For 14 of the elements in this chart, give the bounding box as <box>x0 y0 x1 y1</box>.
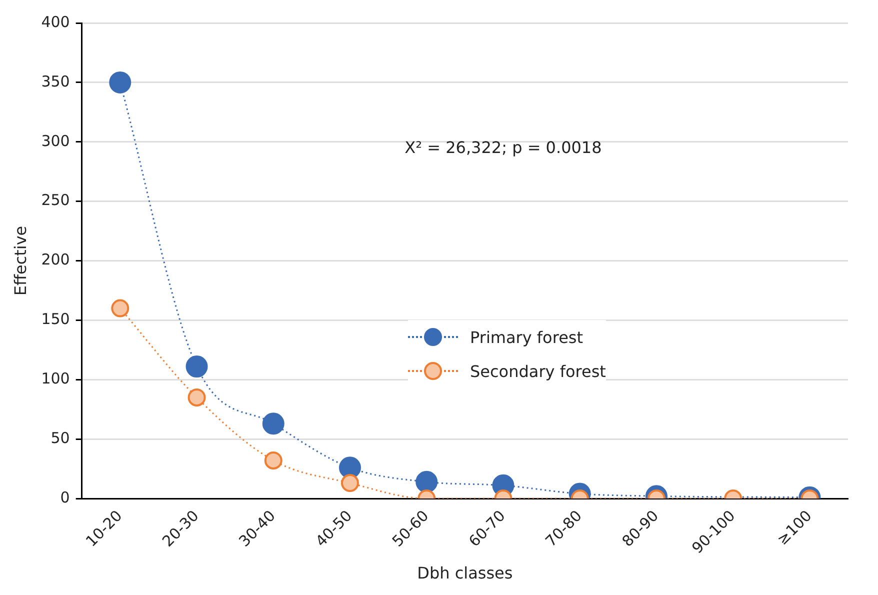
y-tick-label: 150 <box>41 310 70 328</box>
y-tick-label: 0 <box>60 488 70 506</box>
annotation: X² = 26,322; p = 0.0018 <box>404 138 602 157</box>
y-tick-label: 300 <box>41 132 70 150</box>
y-tick-label: 400 <box>41 12 70 31</box>
y-tick-label: 100 <box>41 370 70 388</box>
legend-label: Primary forest <box>470 328 584 346</box>
x-axis-title: Dbh classes <box>417 564 513 583</box>
legend-label: Secondary forest <box>470 362 606 380</box>
y-tick-label: 200 <box>41 250 70 269</box>
y-axis-title: Effective <box>10 226 30 296</box>
y-tick-label: 250 <box>41 191 70 210</box>
y-tick-label: 50 <box>50 428 70 447</box>
y-tick-label: 350 <box>41 72 70 90</box>
